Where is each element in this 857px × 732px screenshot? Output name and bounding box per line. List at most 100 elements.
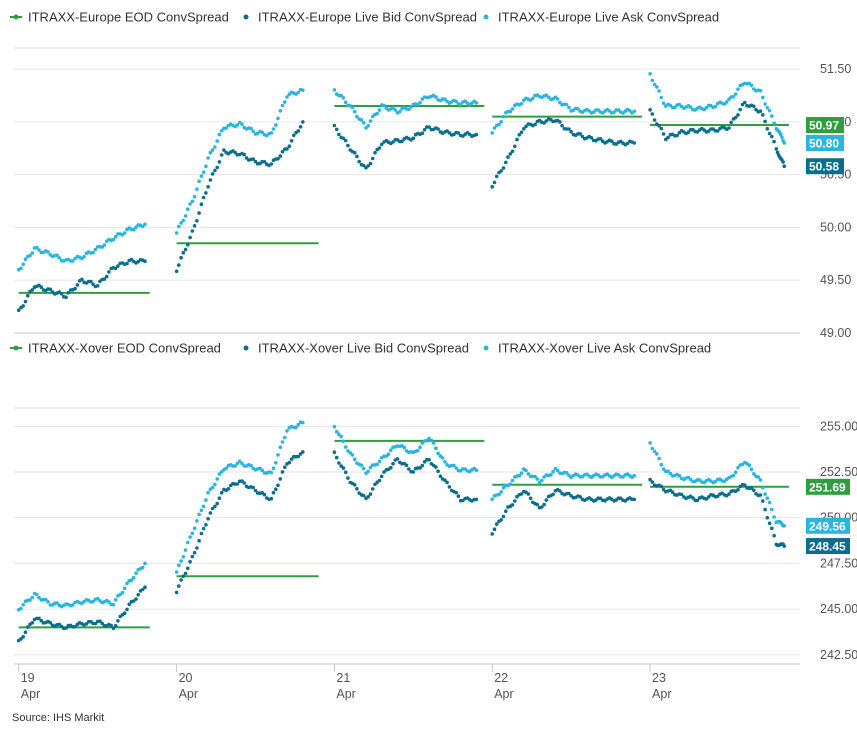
data-point xyxy=(37,595,41,600)
data-point xyxy=(677,473,682,478)
data-point xyxy=(770,526,774,531)
data-point xyxy=(242,481,246,485)
data-point xyxy=(659,462,664,467)
data-point xyxy=(332,88,337,92)
data-point xyxy=(125,581,129,586)
badge-eod: 251.69 xyxy=(806,478,850,495)
data-point xyxy=(102,277,107,281)
data-point xyxy=(456,494,461,499)
data-point xyxy=(35,592,39,597)
data-point xyxy=(657,89,661,93)
data-point xyxy=(352,150,357,155)
data-point xyxy=(657,124,661,128)
data-point xyxy=(779,132,783,137)
data-point xyxy=(26,293,30,298)
data-point xyxy=(382,103,386,108)
data-point xyxy=(761,499,765,503)
data-point xyxy=(411,470,416,474)
data-point xyxy=(528,496,533,501)
data-point xyxy=(183,214,188,218)
data-point xyxy=(524,468,528,473)
source-note: Source: IHS Markit xyxy=(12,712,105,724)
data-point xyxy=(420,131,425,135)
data-point xyxy=(490,532,495,536)
data-point xyxy=(224,126,228,130)
data-point xyxy=(337,432,341,437)
data-point xyxy=(379,474,384,479)
data-point xyxy=(668,471,673,476)
data-point xyxy=(752,104,756,109)
data-point xyxy=(296,422,301,427)
data-point xyxy=(30,288,35,292)
data-point xyxy=(402,445,407,450)
data-point xyxy=(174,570,179,574)
data-point xyxy=(743,100,747,105)
legend-item-bid: ITRAXX-Xover Live Bid ConvSpread xyxy=(243,341,469,356)
data-point xyxy=(774,147,779,151)
data-point xyxy=(504,160,508,165)
data-point xyxy=(249,463,253,468)
data-point xyxy=(278,109,283,113)
data-point xyxy=(782,141,786,145)
data-point xyxy=(201,504,206,509)
data-point xyxy=(217,132,222,137)
data-point xyxy=(454,490,459,495)
data-point xyxy=(551,492,555,497)
data-point xyxy=(179,255,183,260)
data-point xyxy=(724,100,729,104)
data-point xyxy=(436,451,440,456)
x-tick-label-day: 19 xyxy=(21,671,35,685)
data-point xyxy=(104,274,109,279)
badge-eod: 50.97 xyxy=(806,117,844,134)
legend-marker-dot xyxy=(243,14,249,20)
series-ask xyxy=(16,420,786,612)
data-point xyxy=(120,590,125,595)
data-point xyxy=(770,134,774,139)
data-point xyxy=(183,571,188,576)
data-point xyxy=(253,159,258,164)
data-point xyxy=(375,111,380,116)
data-point xyxy=(210,172,215,176)
legend-label: ITRAXX-Xover Live Bid ConvSpread xyxy=(258,341,469,356)
data-point xyxy=(695,498,700,503)
data-point xyxy=(756,475,761,479)
data-point xyxy=(341,439,346,444)
data-point xyxy=(122,611,127,615)
data-point xyxy=(501,514,506,519)
data-point xyxy=(186,207,190,211)
data-point xyxy=(411,136,416,141)
data-point xyxy=(398,109,402,114)
data-point xyxy=(95,284,100,288)
data-point xyxy=(269,131,274,135)
data-point xyxy=(195,187,199,191)
data-point xyxy=(75,283,80,287)
data-point xyxy=(294,425,298,430)
data-point xyxy=(652,449,657,454)
data-point xyxy=(673,105,677,110)
data-point xyxy=(301,88,305,92)
data-point xyxy=(260,468,265,473)
data-point xyxy=(289,457,294,461)
data-point xyxy=(661,467,666,471)
data-point xyxy=(197,211,201,215)
data-point xyxy=(754,107,758,112)
data-point xyxy=(226,487,231,491)
data-point xyxy=(352,109,357,114)
badge-value: 251.69 xyxy=(809,480,846,494)
data-point xyxy=(420,463,425,468)
badge-value: 50.58 xyxy=(809,160,839,174)
data-point xyxy=(233,464,237,468)
data-point xyxy=(334,127,339,132)
x-tick-label-month: Apr xyxy=(21,687,40,701)
data-point xyxy=(280,103,285,108)
data-point xyxy=(749,486,754,490)
data-point xyxy=(280,470,285,474)
data-point xyxy=(740,102,745,107)
badge-value: 50.80 xyxy=(809,137,839,151)
data-point xyxy=(143,585,147,589)
legend-marker-dot xyxy=(483,14,489,20)
data-point xyxy=(567,127,571,131)
y-tick-label: 49.50 xyxy=(820,273,851,287)
data-point xyxy=(177,563,181,568)
data-point xyxy=(366,469,371,474)
